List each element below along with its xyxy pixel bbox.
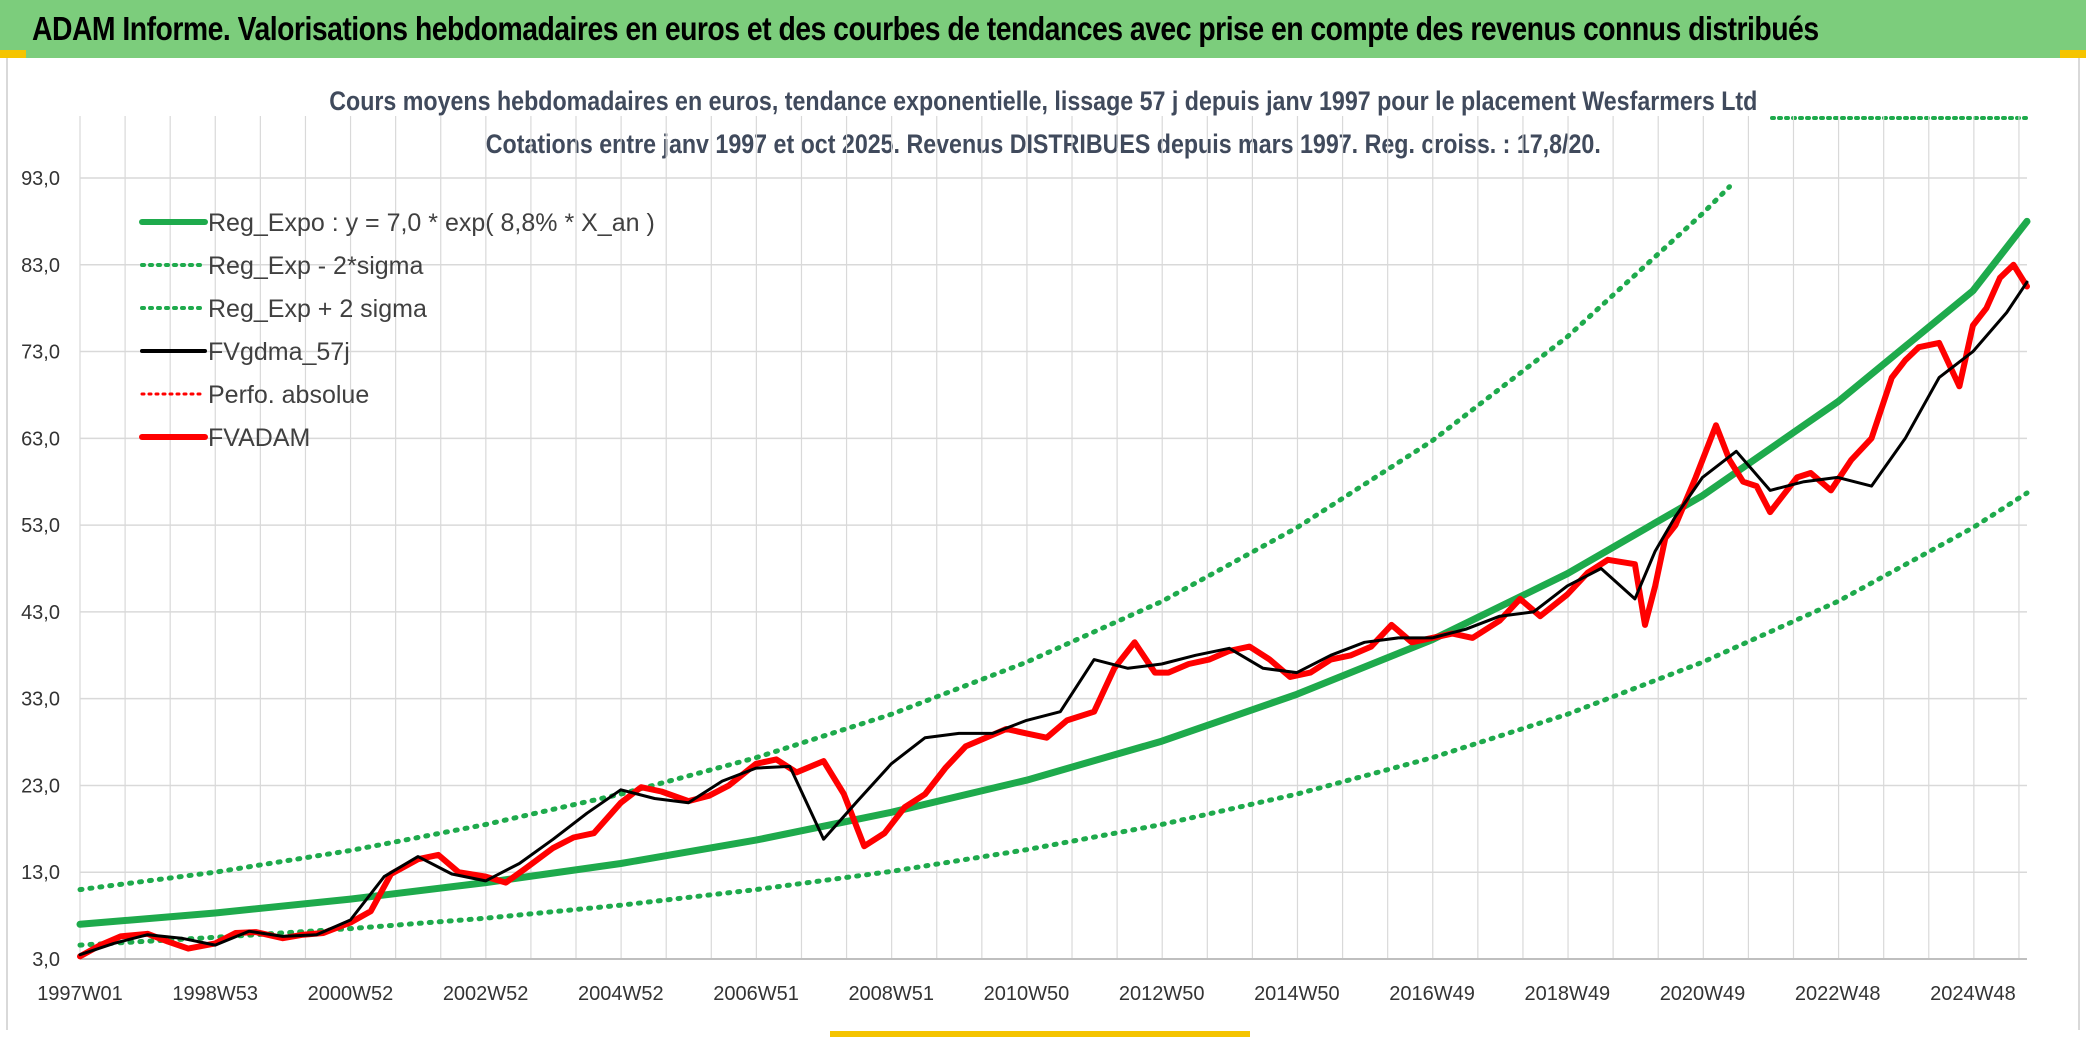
x-tick-label: 2012W50 <box>1119 983 1205 1005</box>
series-reg-exp-2-sigma <box>77 490 2030 948</box>
x-tick-label: 2016W49 <box>1389 983 1475 1005</box>
report-banner: ADAM Informe. Valorisations hebdomadaire… <box>0 0 2086 58</box>
corner-marker-bottom <box>830 1031 1250 1037</box>
legend-label: Reg_Exp - 2*sigma <box>208 252 423 280</box>
series-reg-exp-2-sigma <box>77 184 1732 893</box>
y-tick-label: 93,0 <box>21 168 60 190</box>
chart-legend: Reg_Expo : y = 7,0 * exp( 8,8% * X_an ) R… <box>139 209 655 452</box>
x-tick-label: 2002W52 <box>443 983 529 1005</box>
legend-label: Perfo. absolue <box>208 381 369 409</box>
corner-marker-right <box>2060 50 2086 58</box>
y-tick-label: 3,0 <box>32 949 60 971</box>
y-axis-ticks: 3,0 13,0 23,0 33,0 43,0 53,0 63,0 73,0 83,0 93,0 <box>21 168 60 971</box>
x-tick-label: 2014W50 <box>1254 983 1340 1005</box>
y-tick-label: 43,0 <box>21 602 60 624</box>
chart-title-text: Cours moyens hebdomadaires en euros, ten… <box>328 86 1758 116</box>
x-tick-label: 2018W49 <box>1524 983 1610 1005</box>
x-tick-label: 2020W49 <box>1660 983 1746 1005</box>
series-fvadam <box>77 261 2030 960</box>
y-tick-label: 33,0 <box>21 689 60 711</box>
y-tick-label: 83,0 <box>21 255 60 277</box>
report-title: ADAM Informe. Valorisations hebdomadaire… <box>32 10 1819 47</box>
y-tick-label: 63,0 <box>21 428 60 450</box>
legend-label: Reg_Expo : y = 7,0 * exp( 8,8% * X_an ) <box>208 209 655 237</box>
chart-title: Cours moyens hebdomadaires en euros, ten… <box>0 86 2086 117</box>
legend-label: FVgdma_57j <box>208 338 350 366</box>
chart-subtitle-text: Cotations entre janv 1997 et oct 2025. R… <box>485 129 1601 159</box>
legend-label: Reg_Exp + 2 sigma <box>208 295 427 323</box>
x-tick-label: 2022W48 <box>1795 983 1881 1005</box>
series-reg-expo <box>76 217 2031 928</box>
x-tick-label: 2000W52 <box>308 983 394 1005</box>
x-tick-label: 2008W51 <box>848 983 934 1005</box>
x-tick-label: 2006W51 <box>713 983 799 1005</box>
y-tick-label: 53,0 <box>21 515 60 537</box>
corner-marker-left <box>0 50 26 58</box>
chart-grid <box>79 116 2027 960</box>
x-tick-label: 2004W52 <box>578 983 664 1005</box>
x-axis-ticks: 1997W01 1998W53 2000W52 2002W52 2004W52 2006W… <box>37 983 2016 1005</box>
chart-frame <box>6 58 2080 1030</box>
legend-label: FVADAM <box>208 424 310 452</box>
x-tick-label: 1998W53 <box>172 983 258 1005</box>
y-tick-label: 23,0 <box>21 775 60 797</box>
y-tick-label: 73,0 <box>21 342 60 364</box>
x-tick-label: 1997W01 <box>37 983 123 1005</box>
y-tick-label: 13,0 <box>21 862 60 884</box>
x-tick-label: 2024W48 <box>1930 983 2016 1005</box>
series-fvgdma-57j <box>78 280 2029 957</box>
chart-series <box>76 184 2031 960</box>
x-tick-label: 2010W50 <box>984 983 1070 1005</box>
chart-subtitle: Cotations entre janv 1997 et oct 2025. R… <box>0 129 2086 160</box>
